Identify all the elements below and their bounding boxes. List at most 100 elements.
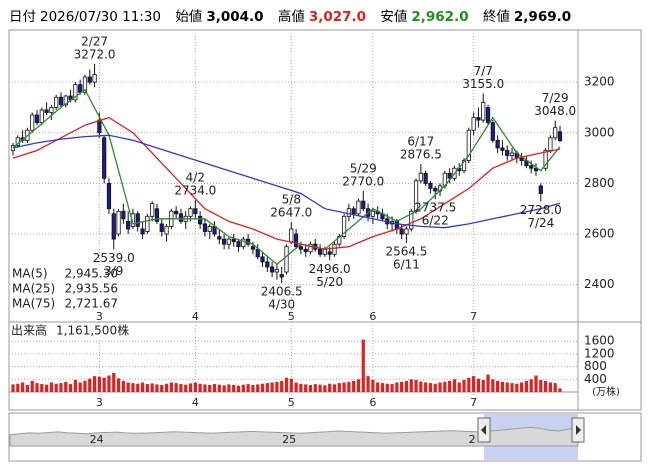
y-tick-label: 1600 xyxy=(584,334,615,348)
volume-bar xyxy=(227,384,231,392)
date: 2026/07/30 11:30 xyxy=(40,9,162,25)
candle-body xyxy=(87,76,92,83)
candle-body xyxy=(533,167,539,172)
low-value: 2,962.0 xyxy=(411,9,469,25)
volume-bar xyxy=(500,381,505,392)
legend-box xyxy=(10,267,120,281)
volume-bar xyxy=(462,379,466,392)
volume-bar xyxy=(524,380,529,392)
candle-body xyxy=(78,84,83,93)
volume-bar xyxy=(193,382,197,392)
candle-body xyxy=(188,208,193,217)
ma-line xyxy=(12,88,561,266)
volume-bar xyxy=(472,376,476,392)
legend-value: 2,945.30 xyxy=(65,267,118,281)
volume-bar xyxy=(404,380,409,392)
volume-bar xyxy=(179,384,183,392)
volume-bar xyxy=(467,377,471,392)
candle-body xyxy=(428,182,433,189)
volume-bar xyxy=(337,383,341,392)
candle-body xyxy=(34,114,40,124)
candle-body xyxy=(505,150,510,156)
candle-body xyxy=(332,243,337,255)
candle-body xyxy=(111,213,116,240)
volume-bar xyxy=(140,382,145,392)
annotation-date: 2/27 xyxy=(81,34,108,48)
volume-bar xyxy=(102,377,106,392)
y-tick-label: 800 xyxy=(584,359,607,373)
open-label: 始値 xyxy=(175,9,203,25)
volume-bar xyxy=(419,381,423,392)
candle-body xyxy=(159,223,164,232)
volume-bar xyxy=(366,376,370,392)
volume-bar xyxy=(174,383,178,392)
annotation-value: 2539.0 xyxy=(93,251,135,265)
x-tick-label: 7 xyxy=(470,396,477,409)
volume-bar xyxy=(275,381,279,392)
volume-bar xyxy=(284,377,289,392)
candle-body xyxy=(370,210,375,217)
candle-body xyxy=(341,215,347,237)
volume-bar xyxy=(68,384,73,392)
x-tick-label: 4 xyxy=(192,396,199,409)
candle-body xyxy=(126,220,131,230)
volume-bar xyxy=(352,380,356,392)
candle-body xyxy=(255,248,260,258)
volume-bar xyxy=(256,384,260,392)
volume-bar xyxy=(491,379,495,392)
x-tick-label: 6 xyxy=(369,396,376,409)
volume-bar xyxy=(232,385,236,392)
volume-bar xyxy=(241,384,245,392)
annotation-value: 2496.0 xyxy=(309,262,351,276)
volume-bar xyxy=(64,381,68,392)
x-tick-label: 7 xyxy=(470,310,477,323)
candle-body xyxy=(274,269,280,273)
candle-body xyxy=(82,76,88,93)
annotation-date: 5/20 xyxy=(316,275,343,289)
volume-bar xyxy=(548,382,553,392)
volume-bar xyxy=(385,383,389,392)
volume-bar xyxy=(145,384,149,392)
volume-unit: (万株) xyxy=(592,385,620,398)
volume-bar xyxy=(78,382,82,392)
volume-bar xyxy=(83,380,87,392)
legend-value: 2,935.56 xyxy=(65,282,118,296)
handle-arrow xyxy=(481,425,486,435)
candle-body xyxy=(236,241,241,248)
volume-bar xyxy=(198,383,202,392)
volume-bar xyxy=(169,382,173,392)
volume-bar xyxy=(150,383,154,392)
candle-body xyxy=(265,261,270,268)
volume-bar xyxy=(534,375,538,392)
annotation-date: 5/8 xyxy=(282,193,301,207)
candle-body xyxy=(154,208,160,222)
candle-body xyxy=(500,147,505,151)
candle-body xyxy=(433,188,438,192)
candle-body xyxy=(102,137,107,179)
volume-bar xyxy=(270,382,274,392)
volume-bar xyxy=(361,339,365,392)
close-label: 終値 xyxy=(482,9,510,25)
candle-body xyxy=(44,109,49,113)
annotation-date: 4/2 xyxy=(186,171,205,185)
candle-body xyxy=(135,213,140,227)
navigator-area xyxy=(9,426,579,447)
annotation-date: 5/29 xyxy=(350,161,377,175)
volume-bar xyxy=(246,384,250,392)
volume-bar xyxy=(251,385,255,392)
annotation-value: 3272.0 xyxy=(74,47,116,61)
volume-bar xyxy=(299,383,303,392)
volume-bar xyxy=(553,383,557,392)
date-label: 日付 xyxy=(9,9,36,25)
volume-bar xyxy=(505,382,509,392)
volume-bar xyxy=(236,385,241,392)
volume-bar xyxy=(107,375,111,392)
volume-bar xyxy=(452,379,457,392)
volume-bar xyxy=(400,381,404,392)
open-value: 3,004.0 xyxy=(206,9,264,25)
candle-body xyxy=(293,233,299,248)
volume-bar xyxy=(510,383,514,392)
volume-bar xyxy=(332,384,337,392)
header: 日付 2026/07/30 11:30 始値 3,004.0 高値 3,027.0 安… xyxy=(9,6,639,28)
